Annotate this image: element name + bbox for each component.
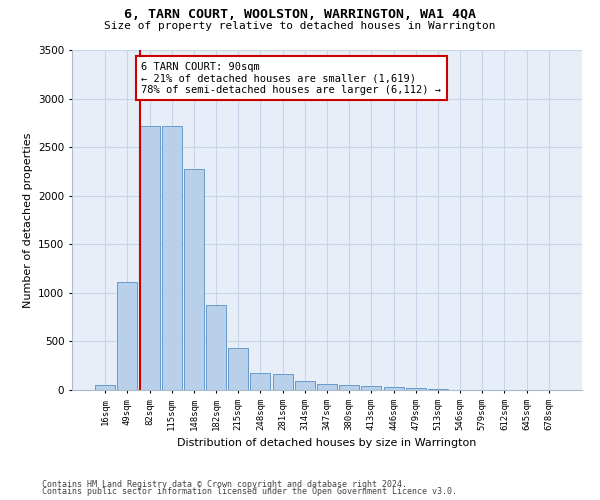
Bar [118,282,137,390]
Bar [184,168,204,390]
Bar [361,386,382,390]
Bar [228,348,248,390]
Bar [162,126,182,390]
Bar [95,384,115,390]
Bar [383,387,404,390]
Bar [317,384,337,390]
Text: 6 TARN COURT: 90sqm
← 21% of detached houses are smaller (1,619)
78% of semi-det: 6 TARN COURT: 90sqm ← 21% of detached ho… [142,62,442,95]
Text: Contains public sector information licensed under the Open Government Licence v3: Contains public sector information licen… [42,487,457,496]
Bar [206,306,226,390]
Bar [140,126,160,390]
Text: Size of property relative to detached houses in Warrington: Size of property relative to detached ho… [104,21,496,31]
Bar [295,382,315,390]
Bar [250,374,271,390]
Bar [406,388,426,390]
Bar [339,384,359,390]
Text: Contains HM Land Registry data © Crown copyright and database right 2024.: Contains HM Land Registry data © Crown c… [42,480,407,489]
Y-axis label: Number of detached properties: Number of detached properties [23,132,32,308]
Bar [272,374,293,390]
Text: 6, TARN COURT, WOOLSTON, WARRINGTON, WA1 4QA: 6, TARN COURT, WOOLSTON, WARRINGTON, WA1… [124,8,476,20]
Bar [428,389,448,390]
X-axis label: Distribution of detached houses by size in Warrington: Distribution of detached houses by size … [178,438,476,448]
